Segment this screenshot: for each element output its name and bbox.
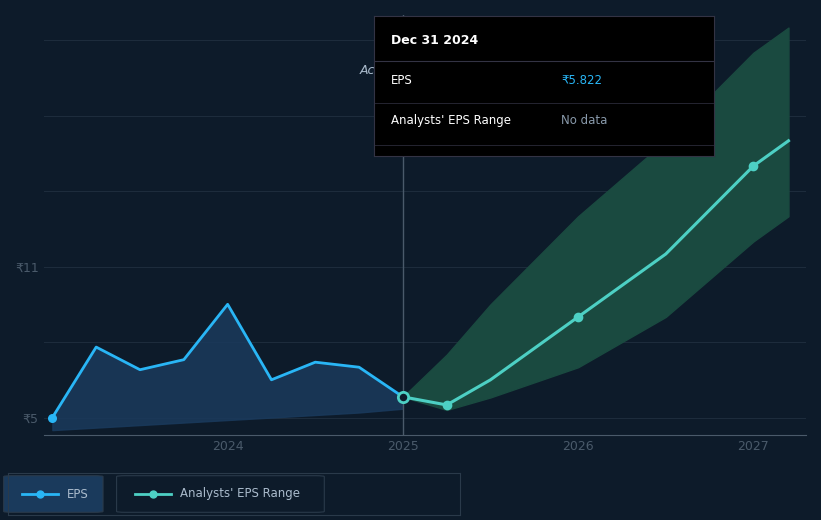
Point [34, 490, 47, 498]
Point [46, 413, 59, 422]
Text: Actual: Actual [360, 64, 399, 77]
FancyBboxPatch shape [117, 476, 324, 512]
Text: EPS: EPS [67, 488, 89, 500]
FancyBboxPatch shape [3, 476, 103, 512]
Text: Dec 31 2024: Dec 31 2024 [391, 34, 478, 47]
Text: Analysts' EPS Range: Analysts' EPS Range [180, 488, 300, 500]
Text: EPS: EPS [391, 74, 412, 87]
Point [440, 401, 453, 409]
Point [571, 313, 585, 321]
Text: Analysts' EPS Range: Analysts' EPS Range [391, 114, 511, 127]
Point [747, 162, 760, 170]
Text: Analysts Forecasts: Analysts Forecasts [411, 64, 529, 77]
Point [146, 490, 159, 498]
Text: No data: No data [561, 114, 608, 127]
Point [397, 393, 410, 401]
Text: ₹5.822: ₹5.822 [561, 74, 602, 87]
